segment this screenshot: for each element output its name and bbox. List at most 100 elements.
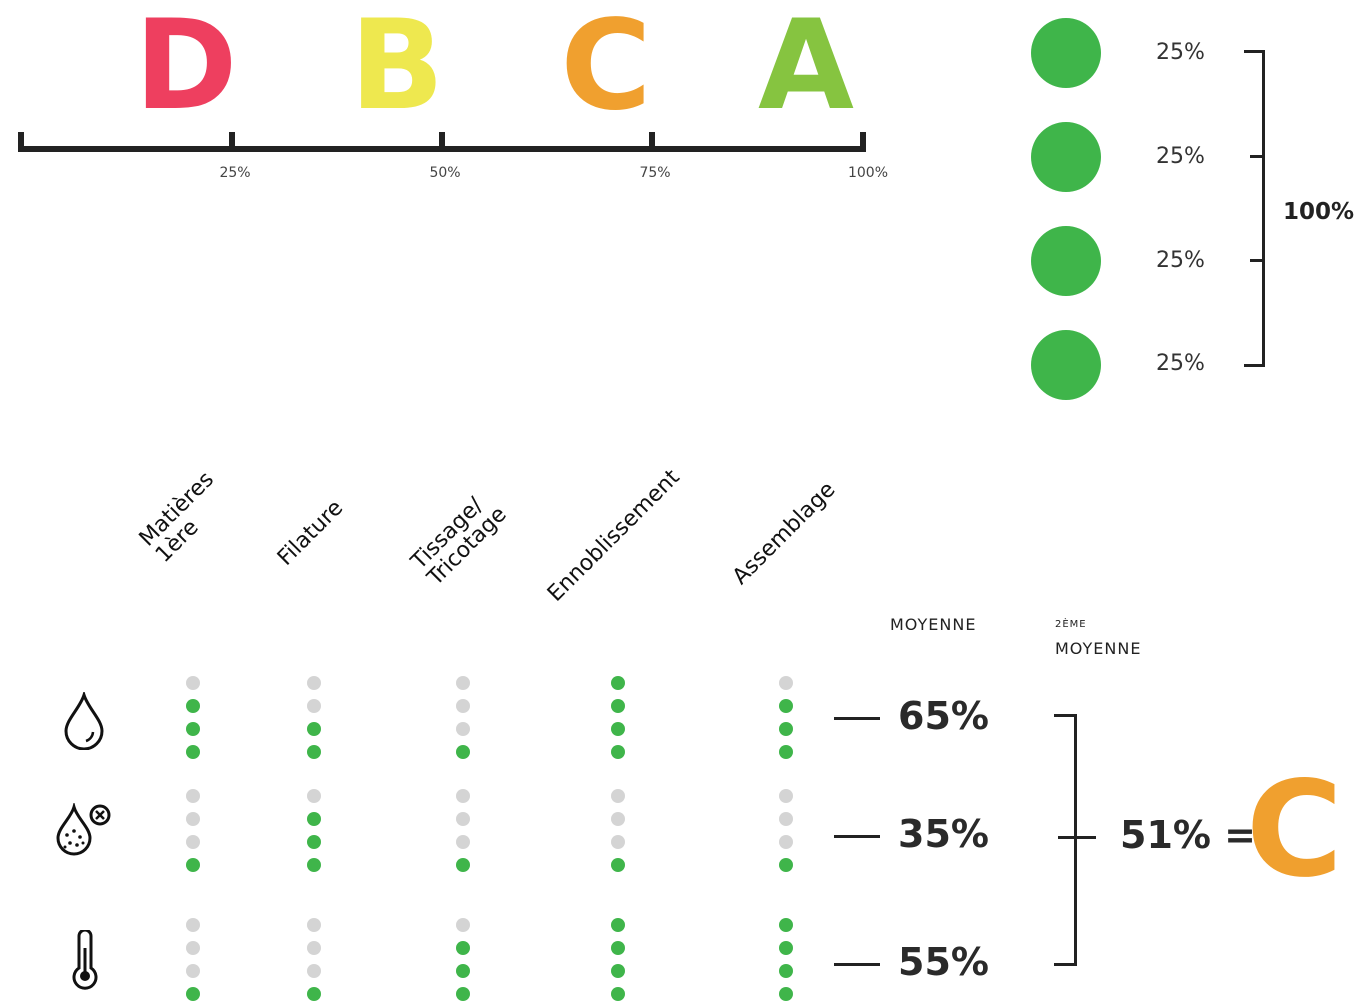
- column-header-filature: Filature: [272, 495, 349, 571]
- score-dot-filled: [779, 858, 793, 872]
- weight-bracket-tick: [1250, 259, 1264, 262]
- score-dot-empty: [186, 676, 200, 690]
- water-drop-icon: [64, 692, 104, 750]
- scale-tick: [860, 132, 866, 152]
- average-dash: [834, 717, 880, 720]
- score-dot-filled: [611, 941, 625, 955]
- weight-bracket-tick: [1244, 364, 1264, 367]
- average-water: 65%: [898, 694, 989, 738]
- score-dot-empty: [456, 676, 470, 690]
- score-dot-filled: [307, 722, 321, 736]
- grade-a: A: [758, 0, 854, 138]
- column-header-ennoblissement: Ennoblissement: [542, 465, 685, 607]
- scale-tick: [439, 132, 445, 152]
- score-dot-filled: [186, 987, 200, 1001]
- score-dot-empty: [456, 789, 470, 803]
- score-dot-empty: [779, 676, 793, 690]
- polluted-drop-icon: [56, 803, 111, 856]
- result-bracket: [1074, 714, 1077, 966]
- score-dot-filled: [307, 987, 321, 1001]
- column-header-matieres: Matières 1ère: [134, 467, 219, 568]
- thermometer-icon: [72, 930, 98, 990]
- weight-bracket-tick: [1244, 50, 1264, 53]
- second-moyenne-header: MOYENNE: [1055, 639, 1142, 658]
- score-dot-filled: [779, 745, 793, 759]
- score-dot-empty: [186, 789, 200, 803]
- score-dot-filled: [611, 858, 625, 872]
- result-bracket-tick: [1054, 963, 1076, 966]
- score-dot-empty: [186, 835, 200, 849]
- score-dot-empty: [456, 812, 470, 826]
- scale-tick: [229, 132, 235, 152]
- score-dot-empty: [307, 699, 321, 713]
- score-dot-empty: [611, 835, 625, 849]
- score-dot-empty: [186, 964, 200, 978]
- result-formula: 51% =: [1120, 813, 1257, 857]
- score-dot-filled: [186, 722, 200, 736]
- weight-dot: [1031, 226, 1101, 296]
- average-temperature: 55%: [898, 940, 989, 984]
- scale-tick: [18, 132, 24, 152]
- score-dot-empty: [307, 918, 321, 932]
- score-dot-filled: [456, 858, 470, 872]
- score-dot-empty: [456, 722, 470, 736]
- score-dot-filled: [186, 745, 200, 759]
- weight-dot: [1031, 122, 1101, 192]
- weight-bracket: [1262, 50, 1265, 367]
- weight-label: 25%: [1156, 40, 1205, 65]
- score-dot-filled: [456, 964, 470, 978]
- score-dot-filled: [456, 745, 470, 759]
- scale-label-25: 25%: [219, 165, 251, 181]
- score-dot-filled: [779, 699, 793, 713]
- score-dot-empty: [307, 789, 321, 803]
- score-dot-filled: [779, 964, 793, 978]
- scale-label-75: 75%: [639, 165, 671, 181]
- score-dot-filled: [779, 918, 793, 932]
- score-dot-filled: [611, 745, 625, 759]
- score-dot-filled: [456, 987, 470, 1001]
- average-pollution: 35%: [898, 812, 989, 856]
- score-dot-filled: [611, 676, 625, 690]
- weight-total: 100%: [1283, 199, 1354, 225]
- score-dot-filled: [307, 835, 321, 849]
- weight-label: 25%: [1156, 144, 1205, 169]
- score-dot-filled: [779, 987, 793, 1001]
- score-dot-empty: [307, 676, 321, 690]
- score-dot-empty: [307, 941, 321, 955]
- score-dot-filled: [779, 722, 793, 736]
- weight-bracket-tick: [1250, 155, 1264, 158]
- weight-label: 25%: [1156, 248, 1205, 273]
- scale-label-100: 100%: [847, 165, 889, 181]
- column-header-assemblage: Assemblage: [727, 477, 841, 590]
- score-dot-filled: [611, 987, 625, 1001]
- scale-tick: [649, 132, 655, 152]
- score-dot-empty: [779, 789, 793, 803]
- score-dot-filled: [307, 745, 321, 759]
- score-dot-empty: [307, 964, 321, 978]
- scale-label-50: 50%: [429, 165, 461, 181]
- score-dot-filled: [186, 858, 200, 872]
- score-dot-filled: [779, 941, 793, 955]
- grade-b: B: [349, 0, 445, 138]
- score-dot-empty: [186, 918, 200, 932]
- moyenne-header: MOYENNE: [890, 615, 977, 634]
- score-dot-filled: [611, 964, 625, 978]
- result-grade: C: [1246, 753, 1343, 907]
- score-dot-filled: [611, 918, 625, 932]
- weight-label: 25%: [1156, 351, 1205, 376]
- weight-dot: [1031, 18, 1101, 88]
- score-dot-empty: [611, 812, 625, 826]
- score-dot-empty: [779, 835, 793, 849]
- weight-dot: [1031, 330, 1101, 400]
- score-dot-empty: [456, 835, 470, 849]
- result-bracket-tick: [1058, 836, 1096, 839]
- second-moyenne-small: 2ÈME: [1055, 619, 1087, 630]
- average-dash: [834, 835, 880, 838]
- score-dot-filled: [307, 858, 321, 872]
- score-dot-empty: [779, 812, 793, 826]
- column-header-tissage: Tissage/ Tricotage: [406, 493, 512, 591]
- score-dot-filled: [611, 722, 625, 736]
- average-dash: [834, 963, 880, 966]
- score-dot-empty: [186, 812, 200, 826]
- score-dot-filled: [307, 812, 321, 826]
